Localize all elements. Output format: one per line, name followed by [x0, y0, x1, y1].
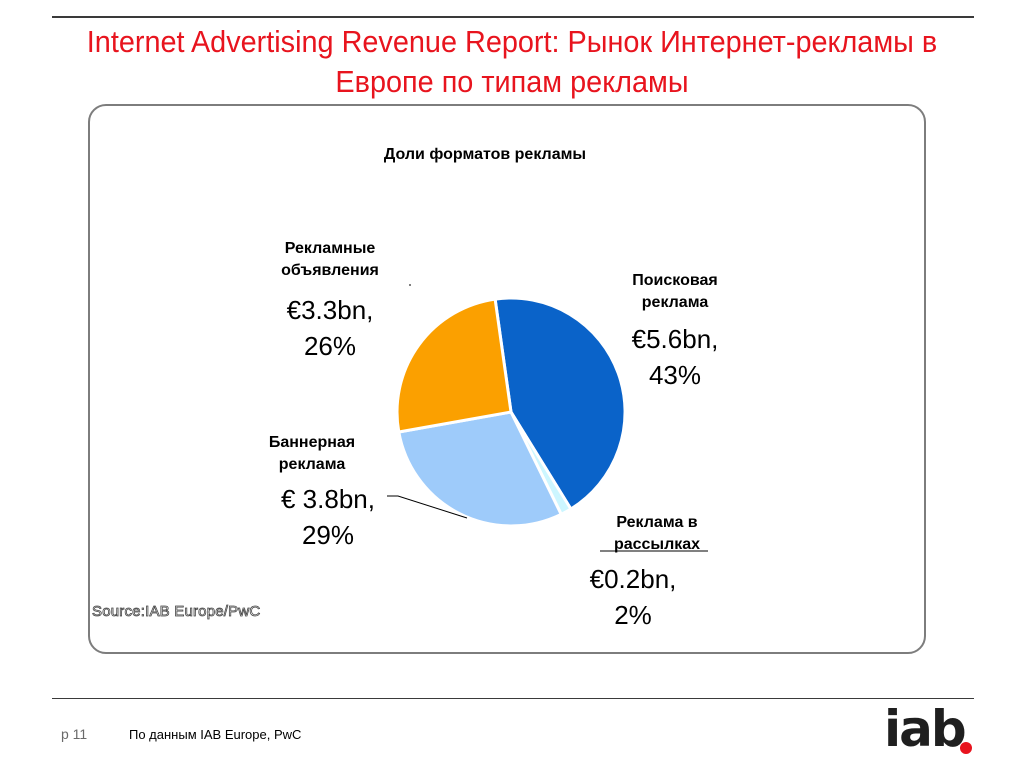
label-classifieds-line1: Рекламные	[284, 240, 376, 257]
bottom-divider	[52, 698, 974, 699]
iab-logo-text: iab	[884, 700, 967, 758]
label-email-value-line2: 2%	[614, 600, 652, 630]
label-search-line2: реклама	[641, 294, 709, 311]
label-banner-value: € 3.8bn, 29%	[238, 481, 418, 553]
label-banner-value-line2: 29%	[301, 520, 355, 550]
label-search-value-line1: €5.6bn,	[631, 324, 719, 354]
pie-slice-search	[493, 296, 627, 511]
leader-line-banner	[387, 495, 468, 519]
label-search-value: €5.6bn, 43%	[585, 321, 765, 393]
label-classifieds-name: Рекламные объявления	[240, 238, 420, 282]
iab-logo-dot	[960, 742, 972, 754]
pie-slice-banner	[397, 410, 563, 528]
iab-logo: iab	[884, 700, 974, 761]
label-search-name: Поисковая реклама	[585, 270, 765, 314]
chart-title: Доли форматов рекламы	[383, 146, 587, 163]
label-banner-line2: реклама	[278, 456, 346, 473]
pie-slices	[395, 296, 627, 528]
label-banner-line1: Баннерная	[268, 434, 356, 451]
label-email-name: Реклама в рассылках	[567, 512, 747, 556]
pie-leader-lines	[387, 284, 708, 552]
label-banner-name: Баннерная реклама	[222, 432, 402, 476]
label-email-line2: рассылках	[613, 536, 701, 553]
label-email-value-line1: €0.2bn,	[589, 564, 677, 594]
label-classifieds-value-line2: 26%	[303, 331, 357, 361]
label-email-line1: Реклама в	[616, 514, 698, 531]
label-classifieds-value: €3.3bn, 26%	[240, 292, 420, 364]
ghost-source-text: Source:IAB Europe/PwC	[92, 603, 261, 621]
source-note: По данным IAB Europe, PwC	[129, 727, 302, 742]
label-classifieds-value-line1: €3.3bn,	[286, 295, 374, 325]
top-divider	[52, 16, 974, 18]
label-search-value-line2: 43%	[648, 360, 702, 390]
page-number: p 11	[61, 726, 88, 742]
label-classifieds-line2: объявления	[281, 262, 379, 279]
pie-slice-classifieds	[395, 297, 513, 434]
label-search-line1: Поисковая	[632, 272, 718, 289]
label-banner-value-line1: € 3.8bn,	[281, 484, 375, 514]
slide-title: Internet Advertising Revenue Report: Рын…	[86, 24, 938, 99]
label-email-value: €0.2bn, 2%	[543, 561, 723, 633]
